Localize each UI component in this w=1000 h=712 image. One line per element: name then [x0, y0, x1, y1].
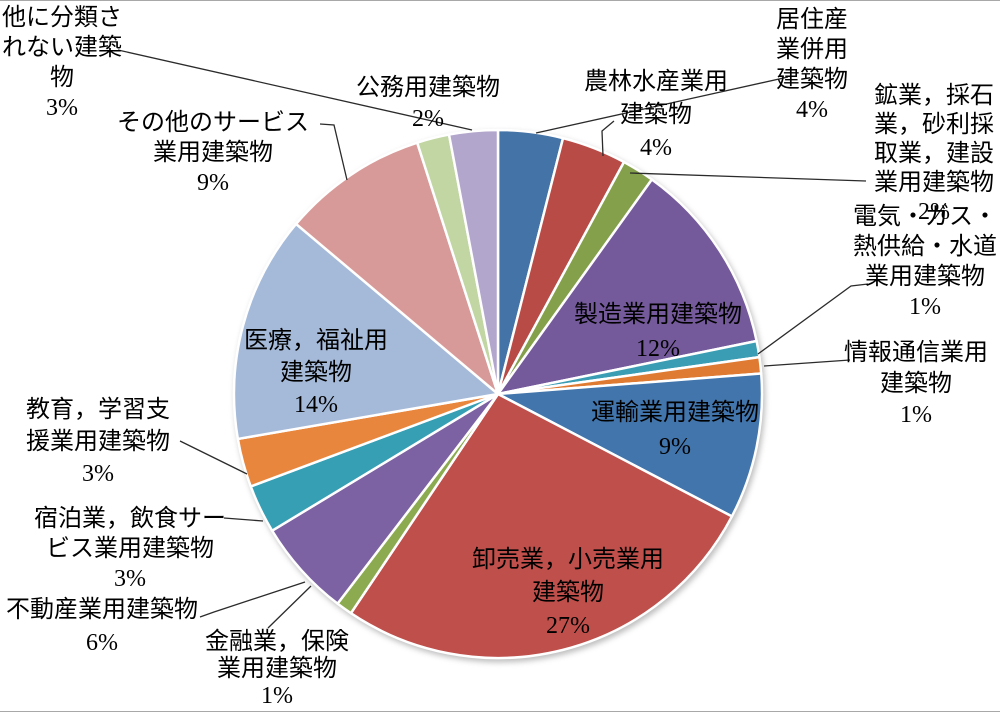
leader-line-3 — [629, 172, 867, 182]
pie-slices-group — [232, 128, 764, 660]
leader-line-2 — [601, 120, 615, 157]
pie-slice-14 — [294, 141, 500, 396]
leader-line-11 — [223, 517, 264, 522]
leader-line-16 — [117, 49, 473, 131]
pie-slice-7 — [496, 372, 764, 518]
leader-line-6 — [763, 359, 851, 367]
top-border-line — [0, 0, 1000, 1]
leader-line-12 — [179, 440, 248, 475]
leader-lines-group — [117, 49, 869, 629]
pie-slice-13 — [232, 222, 500, 441]
pie-slice-8 — [349, 392, 734, 660]
leader-line-10 — [199, 581, 306, 618]
leader-line-5 — [757, 283, 869, 355]
pie-slice-16 — [447, 128, 500, 396]
leader-line-14 — [319, 123, 348, 181]
leader-line-9 — [267, 585, 312, 629]
pie-slice-4 — [496, 178, 758, 396]
leader-line-1 — [535, 76, 789, 134]
